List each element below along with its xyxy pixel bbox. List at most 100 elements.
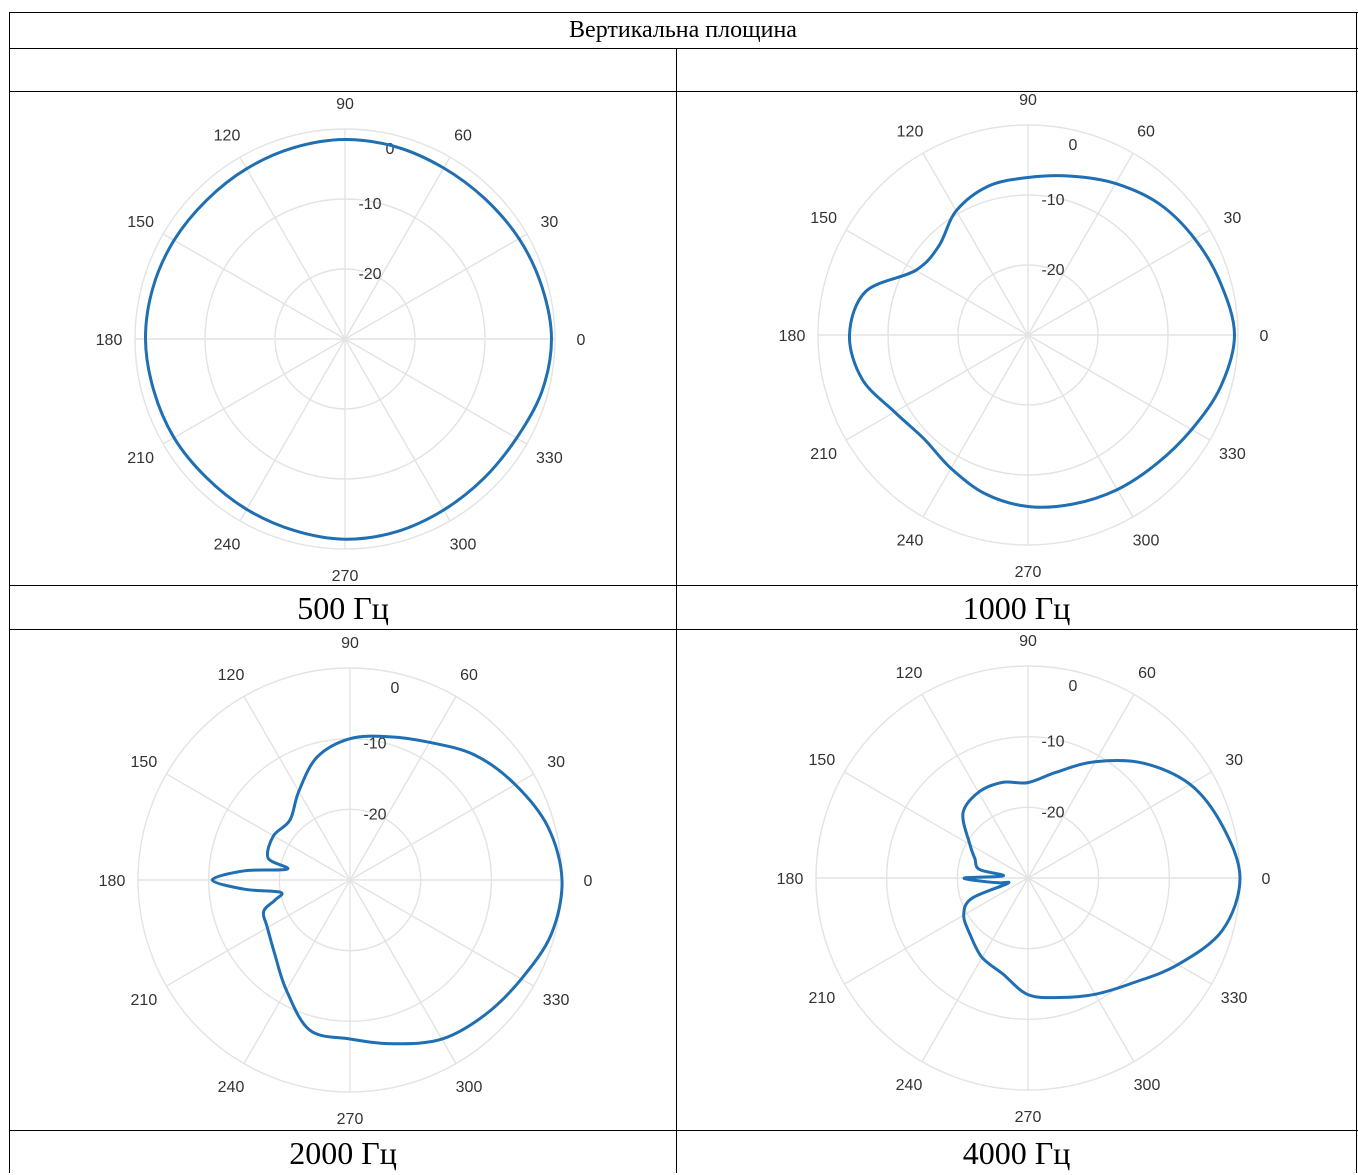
theta-tick-label: 300 (456, 1079, 483, 1096)
grid-spoke (162, 233, 346, 340)
grid-spoke (922, 334, 1029, 518)
grid-spoke (349, 879, 457, 1064)
theta-tick-label: 240 (214, 536, 241, 553)
theta-tick-label: 0 (1260, 328, 1269, 345)
series-line (847, 174, 1236, 509)
theta-tick-label: 0 (1262, 871, 1271, 888)
table-border-right (1356, 12, 1357, 1173)
grid-spoke (1027, 771, 1212, 879)
theta-tick-label: 210 (127, 450, 154, 467)
r-tick-label: -20 (1041, 804, 1064, 821)
r-tick-label: 0 (1069, 137, 1078, 154)
grid-ring (204, 198, 486, 480)
r-tick-label: -20 (358, 266, 381, 283)
polar-chart-2000: 0 -10 -20 0 30 60 90 120 150 180 210 240 270 300 330 (99, 635, 593, 1128)
grid-spoke (1027, 152, 1134, 336)
grid-spoke (844, 771, 1029, 879)
theta-tick-label: 150 (810, 210, 837, 227)
table-border-row1 (9, 48, 1358, 49)
theta-tick-label: 120 (896, 665, 923, 682)
grid-ring (956, 806, 1100, 950)
table-border-row2 (9, 91, 1358, 92)
theta-tick-label: 180 (777, 871, 804, 888)
r-tick-label: -20 (1041, 262, 1064, 279)
theta-tick-label: 240 (896, 1077, 923, 1094)
grid-spoke (349, 696, 457, 881)
series-line (961, 758, 1242, 1000)
grid-spoke (243, 879, 351, 1064)
theta-tick-label: 210 (809, 990, 836, 1007)
grid-spoke (1027, 877, 1135, 1062)
r-tick-label: 0 (1069, 678, 1078, 695)
polar-chart-500: 0 -10 -20 0 30 60 90 120 150 180 210 240 270 300 330 (96, 96, 586, 585)
theta-tick-label: 150 (127, 214, 154, 231)
theta-tick-label: 60 (454, 128, 472, 145)
table-border-row3 (9, 585, 1358, 586)
table-border-row5 (9, 1130, 1358, 1131)
theta-tick-label: 30 (540, 214, 558, 231)
theta-tick-label: 120 (897, 124, 924, 141)
theta-tick-label: 330 (1221, 990, 1248, 1007)
r-tick-label: -10 (358, 196, 381, 213)
table-border-row4 (9, 629, 1358, 630)
theta-tick-label: 210 (131, 992, 158, 1009)
r-tick-label: -10 (363, 736, 386, 753)
grid-spoke (239, 338, 346, 522)
theta-tick-label: 270 (337, 1111, 364, 1128)
grid-spoke (344, 233, 528, 340)
theta-tick-label: 270 (1015, 1109, 1042, 1126)
series-line (143, 137, 553, 541)
theta-tick-label: 180 (99, 873, 126, 890)
theta-tick-label: 270 (332, 568, 359, 585)
r-tick-label: 0 (386, 141, 395, 158)
theta-tick-label: 240 (218, 1079, 245, 1096)
caption-1000: 1000 Гц (962, 590, 1071, 626)
theta-tick-label: 300 (450, 536, 477, 553)
grid-spoke (166, 773, 351, 881)
caption-2000: 2000 Гц (289, 1135, 397, 1171)
theta-tick-label: 0 (584, 873, 593, 890)
grid-ring (887, 194, 1169, 476)
grid-spoke (166, 879, 351, 987)
theta-tick-label: 150 (809, 752, 836, 769)
theta-tick-label: 90 (336, 96, 354, 113)
grid-spoke (349, 879, 534, 987)
theta-tick-label: 30 (547, 754, 565, 771)
grid-spoke (1027, 229, 1211, 336)
theta-tick-label: 60 (1137, 124, 1155, 141)
grid-ring (885, 735, 1171, 1021)
table-border-left (9, 12, 10, 1173)
theta-tick-label: 300 (1134, 1077, 1161, 1094)
grid-spoke (845, 334, 1029, 441)
r-tick-label: 0 (391, 680, 400, 697)
theta-tick-label: 330 (1219, 446, 1246, 463)
series-line (210, 734, 564, 1046)
grid-spoke (162, 338, 346, 445)
grid-ring (817, 124, 1239, 546)
theta-tick-label: 30 (1225, 752, 1243, 769)
r-tick-label: -20 (363, 806, 386, 823)
grid-ring (274, 268, 416, 410)
grid-ring (278, 808, 422, 952)
theta-tick-label: 120 (218, 667, 245, 684)
theta-tick-label: 60 (1138, 665, 1156, 682)
grid-spoke (1027, 334, 1134, 518)
theta-tick-label: 330 (536, 450, 563, 467)
caption-4000: 4000 Гц (962, 1135, 1071, 1171)
theta-tick-label: 330 (543, 992, 570, 1009)
table-title: Вертикальна площина (569, 17, 797, 43)
grid-spoke (344, 338, 451, 522)
grid-spoke (344, 338, 528, 445)
grid-spoke (243, 696, 351, 881)
grid-ring (957, 264, 1099, 406)
theta-tick-label: 210 (810, 446, 837, 463)
grid-spoke (844, 877, 1029, 985)
polar-chart-4000: 0 -10 -20 0 30 60 90 120 150 180 210 240 270 300 330 (777, 633, 1271, 1126)
theta-tick-label: 90 (1019, 633, 1037, 650)
grid-spoke (922, 152, 1029, 336)
theta-tick-label: 90 (341, 635, 359, 652)
theta-tick-label: 180 (96, 332, 123, 349)
theta-tick-label: 240 (897, 532, 924, 549)
theta-tick-label: 120 (214, 128, 241, 145)
theta-tick-label: 270 (1015, 564, 1042, 581)
